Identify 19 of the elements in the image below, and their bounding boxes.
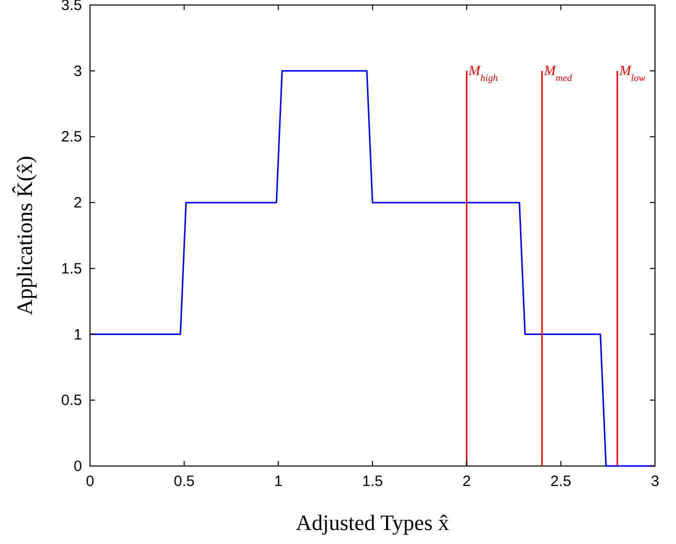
series-label: M$_{high}$ xyxy=(468,64,498,84)
x-tick-label: 1 xyxy=(274,473,283,490)
x-tick-label: 1.5 xyxy=(362,473,383,490)
x-tick-label: 2.5 xyxy=(550,473,572,490)
x-axis-title: Adjusted Types x̂ xyxy=(296,510,450,535)
y-tick-label: 0 xyxy=(74,458,82,475)
y-tick-label: 2.5 xyxy=(61,128,82,146)
y-tick-label: 0.5 xyxy=(61,392,82,410)
x-tick-label: 0 xyxy=(86,473,94,490)
y-tick-label: 1 xyxy=(74,326,82,344)
y-axis-title: Applications K̂(x̂) xyxy=(12,156,37,316)
x-tick-label: 2 xyxy=(462,473,471,490)
y-tick-label: 1.5 xyxy=(61,260,82,278)
y-tick-label: 3 xyxy=(74,62,82,80)
series-label: M$_{med}$ xyxy=(543,64,572,84)
y-tick-label: 2 xyxy=(74,194,82,212)
series-label: M$_{low}$ xyxy=(618,64,646,84)
x-tick-label: 0.5 xyxy=(174,473,195,490)
x-tick-label: 3 xyxy=(650,473,660,490)
